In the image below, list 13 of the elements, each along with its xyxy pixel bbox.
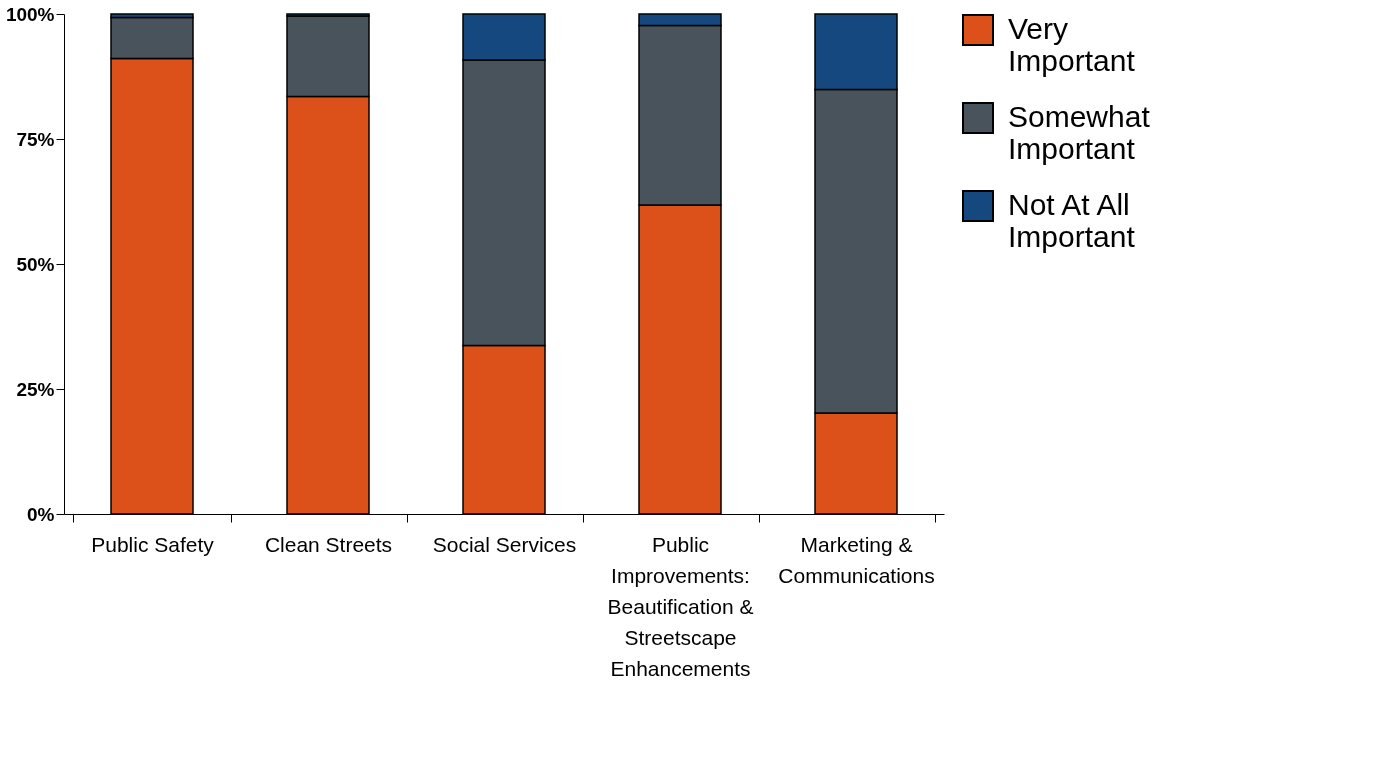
- y-tick-label: 25%: [16, 378, 55, 400]
- y-tick-label: 50%: [16, 253, 55, 275]
- x-tick-label: Public Safety: [91, 532, 215, 556]
- y-tick-label: 100%: [5, 3, 55, 25]
- y-tick-label: 0%: [27, 503, 55, 525]
- x-tick-label: Social Services: [432, 532, 577, 556]
- x-tick-label: Public Improvements: Beautification & Streetscape Enhancements: [607, 532, 754, 680]
- y-tick-label: 75%: [16, 128, 55, 150]
- x-tick-label: Marketing & Communications: [778, 532, 935, 587]
- legend-label: Very Important: [1008, 12, 1136, 77]
- x-tick-label: Clean Streets: [264, 532, 393, 556]
- legend-label: Not At All Important: [1008, 188, 1136, 253]
- legend-label: Somewhat Important: [1008, 100, 1151, 165]
